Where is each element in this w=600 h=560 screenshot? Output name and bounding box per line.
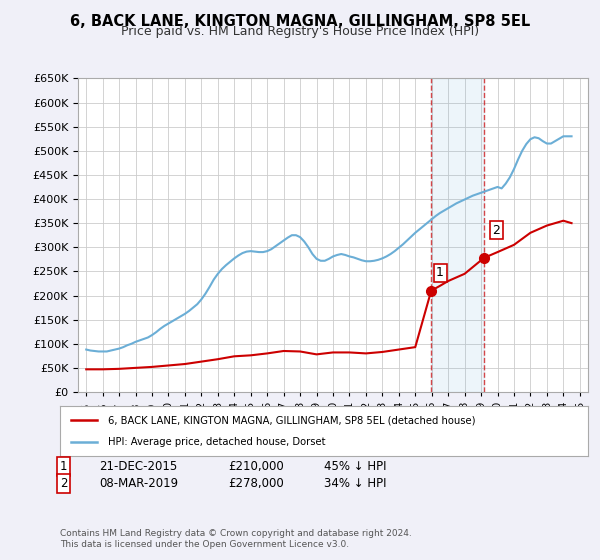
Text: 2: 2 (60, 477, 67, 490)
Text: HPI: Average price, detached house, Dorset: HPI: Average price, detached house, Dors… (107, 437, 325, 447)
Text: 2: 2 (492, 224, 500, 237)
Bar (431, 78, 484, 392)
Text: 1: 1 (60, 460, 67, 473)
Text: 1: 1 (436, 266, 444, 279)
Text: 45% ↓ HPI: 45% ↓ HPI (324, 460, 386, 473)
Text: Contains HM Land Registry data © Crown copyright and database right 2024.
This d: Contains HM Land Registry data © Crown c… (60, 529, 412, 549)
Text: 34% ↓ HPI: 34% ↓ HPI (324, 477, 386, 490)
Text: 6, BACK LANE, KINGTON MAGNA, GILLINGHAM, SP8 5EL (detached house): 6, BACK LANE, KINGTON MAGNA, GILLINGHAM,… (107, 415, 475, 425)
Text: Price paid vs. HM Land Registry's House Price Index (HPI): Price paid vs. HM Land Registry's House … (121, 25, 479, 38)
Text: 08-MAR-2019: 08-MAR-2019 (99, 477, 178, 490)
Text: 6, BACK LANE, KINGTON MAGNA, GILLINGHAM, SP8 5EL: 6, BACK LANE, KINGTON MAGNA, GILLINGHAM,… (70, 14, 530, 29)
Text: £210,000: £210,000 (228, 460, 284, 473)
Text: 21-DEC-2015: 21-DEC-2015 (99, 460, 177, 473)
Text: £278,000: £278,000 (228, 477, 284, 490)
